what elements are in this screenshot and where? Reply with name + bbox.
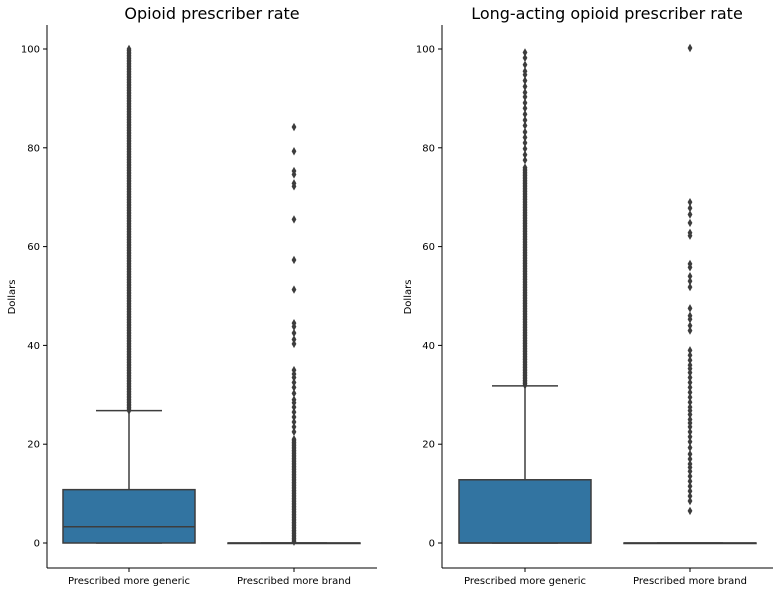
outlier-point (291, 215, 297, 224)
outlier-point (687, 218, 693, 228)
y-tick-label: 60 (422, 242, 435, 253)
y-tick-labels: 0 20 40 60 80 100 (416, 45, 442, 550)
box-marks (458, 43, 757, 545)
x-tick-label: Prescribed more brand (633, 576, 747, 587)
outlier-point (687, 496, 693, 506)
outlier-point (522, 155, 528, 165)
box-generic (62, 44, 196, 544)
chart-title: Opioid prescriber rate (124, 4, 299, 23)
outlier-point (291, 427, 297, 437)
outlier-band (126, 44, 132, 415)
y-tick-labels: 0 20 40 60 80 100 (21, 45, 47, 550)
y-tick-label: 0 (34, 539, 40, 550)
x-tick-labels: Prescribed more generic Prescribed more b… (68, 568, 351, 587)
box-generic (458, 48, 592, 544)
y-tick-label: 60 (27, 242, 40, 253)
y-tick-label: 40 (27, 341, 40, 352)
chart-panel-long-acting-opioid-prescriber-rate: Long-acting opioid prescriber rate Dolla… (403, 4, 773, 587)
x-tick-label: Prescribed more generic (464, 576, 586, 587)
y-tick-label: 80 (27, 143, 40, 154)
outlier-point (687, 282, 693, 292)
box-marks (62, 44, 361, 546)
y-tick-label: 20 (27, 440, 40, 451)
x-tick-label: Prescribed more generic (68, 576, 190, 587)
outlier-point (687, 326, 693, 335)
y-axis-label: Dollars (7, 280, 18, 315)
y-tick-label: 20 (422, 440, 435, 451)
outlier-point (291, 339, 297, 349)
box-iqr (62, 488, 196, 544)
y-tick-label: 100 (416, 45, 435, 56)
outlier-point (687, 304, 693, 313)
outlier-point (687, 210, 693, 219)
chart-panel-opioid-prescriber-rate: Opioid prescriber rate Dollars 0 20 40 60 80… (7, 4, 377, 587)
box-brand (227, 122, 361, 546)
outlier-point (687, 43, 693, 53)
x-tick-label: Prescribed more brand (237, 576, 351, 587)
outlier-point (687, 506, 693, 516)
outlier-point (291, 122, 297, 132)
x-tick-labels: Prescribed more generic Prescribed more b… (464, 568, 747, 587)
chart-title: Long-acting opioid prescriber rate (471, 4, 743, 23)
y-tick-label: 80 (422, 143, 435, 154)
y-tick-label: 40 (422, 341, 435, 352)
outlier-point (291, 285, 297, 294)
outlier-band (291, 435, 297, 546)
outlier-point (291, 147, 297, 156)
box-iqr (458, 479, 592, 544)
outlier-band (522, 163, 528, 390)
box-brand (623, 43, 757, 545)
y-tick-label: 0 (429, 539, 435, 550)
y-axis-label: Dollars (403, 280, 414, 315)
outlier-point (291, 255, 297, 265)
y-tick-label: 100 (21, 45, 40, 56)
